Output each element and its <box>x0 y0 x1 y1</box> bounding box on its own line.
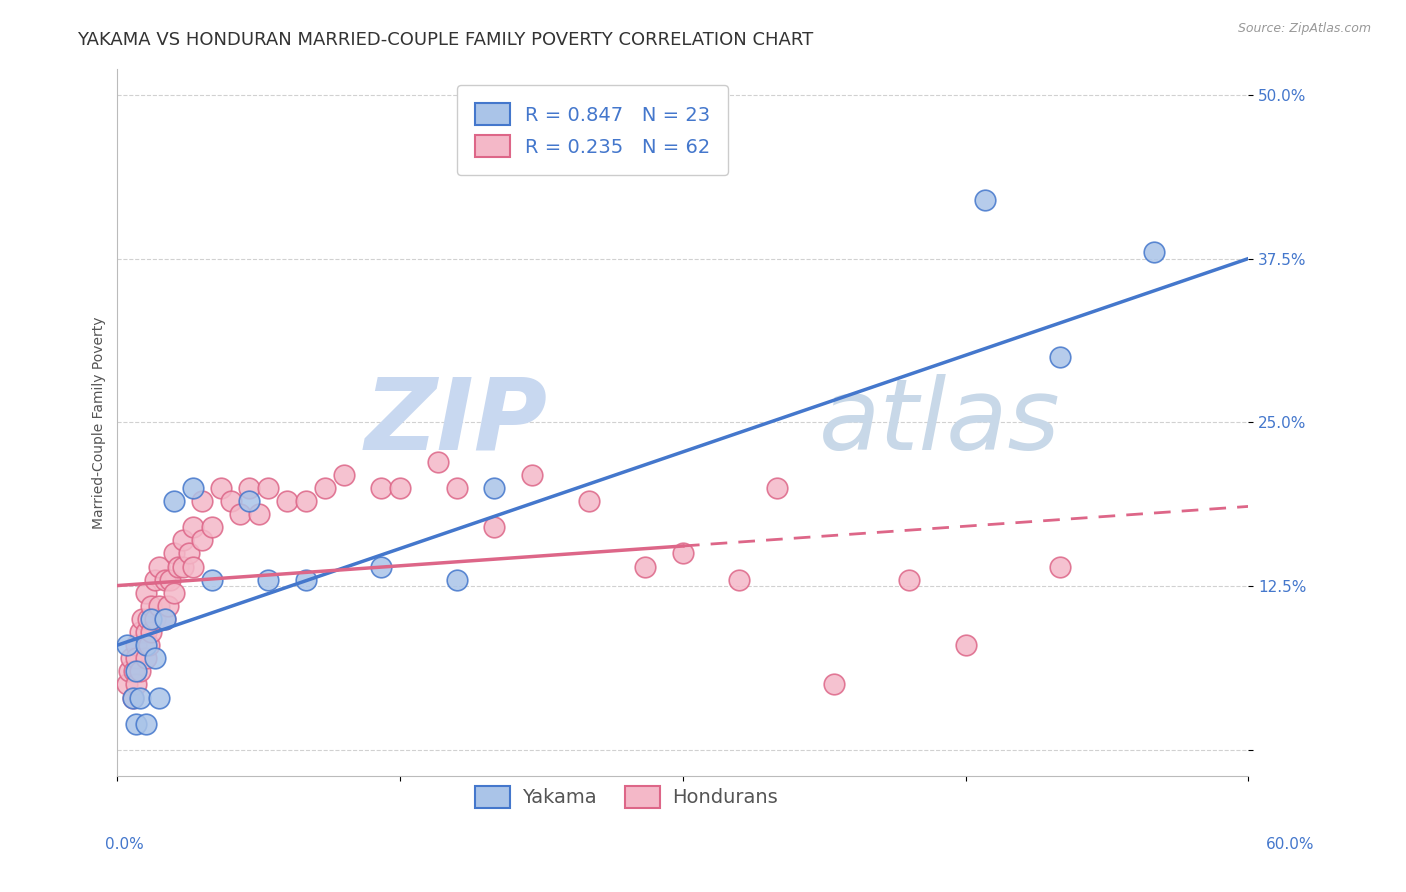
Point <box>578 494 600 508</box>
Point <box>370 559 392 574</box>
Point <box>129 625 152 640</box>
Point <box>143 651 166 665</box>
Point <box>295 494 318 508</box>
Point <box>138 638 160 652</box>
Point <box>124 665 146 679</box>
Point <box>191 494 214 508</box>
Text: ZIP: ZIP <box>364 374 547 471</box>
Legend: Yakama, Hondurans: Yakama, Hondurans <box>467 778 786 816</box>
Point <box>446 573 468 587</box>
Point <box>446 481 468 495</box>
Point <box>153 612 176 626</box>
Point <box>1143 245 1166 260</box>
Point <box>157 599 180 613</box>
Text: Source: ZipAtlas.com: Source: ZipAtlas.com <box>1237 22 1371 36</box>
Point <box>238 481 260 495</box>
Point <box>898 573 921 587</box>
Point <box>129 665 152 679</box>
Point <box>520 467 543 482</box>
Point <box>166 559 188 574</box>
Point <box>257 573 280 587</box>
Point <box>135 638 157 652</box>
Point <box>141 599 163 613</box>
Point <box>163 494 186 508</box>
Point <box>115 638 138 652</box>
Point <box>201 520 224 534</box>
Point <box>1049 559 1071 574</box>
Point <box>191 533 214 548</box>
Point <box>209 481 232 495</box>
Point <box>135 625 157 640</box>
Point <box>634 559 657 574</box>
Point <box>389 481 412 495</box>
Point <box>201 573 224 587</box>
Point <box>672 546 695 560</box>
Point <box>219 494 242 508</box>
Point <box>973 193 995 207</box>
Point <box>136 612 159 626</box>
Point <box>257 481 280 495</box>
Point <box>148 690 170 705</box>
Point <box>125 665 148 679</box>
Point <box>181 520 204 534</box>
Point <box>163 585 186 599</box>
Point <box>118 665 141 679</box>
Point <box>121 690 143 705</box>
Point <box>120 651 142 665</box>
Text: atlas: atlas <box>818 374 1060 471</box>
Point <box>181 481 204 495</box>
Point <box>143 612 166 626</box>
Point <box>125 716 148 731</box>
Point <box>955 638 977 652</box>
Point <box>141 625 163 640</box>
Point <box>115 677 138 691</box>
Point <box>125 638 148 652</box>
Point <box>276 494 298 508</box>
Point <box>153 612 176 626</box>
Point <box>177 546 200 560</box>
Point <box>1049 350 1071 364</box>
Text: 0.0%: 0.0% <box>105 838 145 852</box>
Point <box>153 573 176 587</box>
Point <box>159 573 181 587</box>
Point <box>129 690 152 705</box>
Point <box>143 573 166 587</box>
Point <box>125 651 148 665</box>
Point <box>125 677 148 691</box>
Point <box>823 677 845 691</box>
Point <box>141 612 163 626</box>
Point <box>295 573 318 587</box>
Point <box>135 585 157 599</box>
Point <box>370 481 392 495</box>
Point <box>314 481 336 495</box>
Point <box>148 559 170 574</box>
Point <box>238 494 260 508</box>
Point <box>728 573 751 587</box>
Point <box>484 481 506 495</box>
Point <box>172 533 194 548</box>
Point <box>766 481 789 495</box>
Point <box>121 690 143 705</box>
Point <box>247 507 270 521</box>
Text: 60.0%: 60.0% <box>1267 838 1315 852</box>
Y-axis label: Married-Couple Family Poverty: Married-Couple Family Poverty <box>93 316 107 529</box>
Point <box>135 651 157 665</box>
Point <box>426 455 449 469</box>
Point <box>135 716 157 731</box>
Point <box>131 612 153 626</box>
Point <box>484 520 506 534</box>
Point <box>172 559 194 574</box>
Point <box>332 467 354 482</box>
Point <box>148 599 170 613</box>
Point <box>163 546 186 560</box>
Point <box>181 559 204 574</box>
Text: YAKAMA VS HONDURAN MARRIED-COUPLE FAMILY POVERTY CORRELATION CHART: YAKAMA VS HONDURAN MARRIED-COUPLE FAMILY… <box>77 31 814 49</box>
Point <box>229 507 252 521</box>
